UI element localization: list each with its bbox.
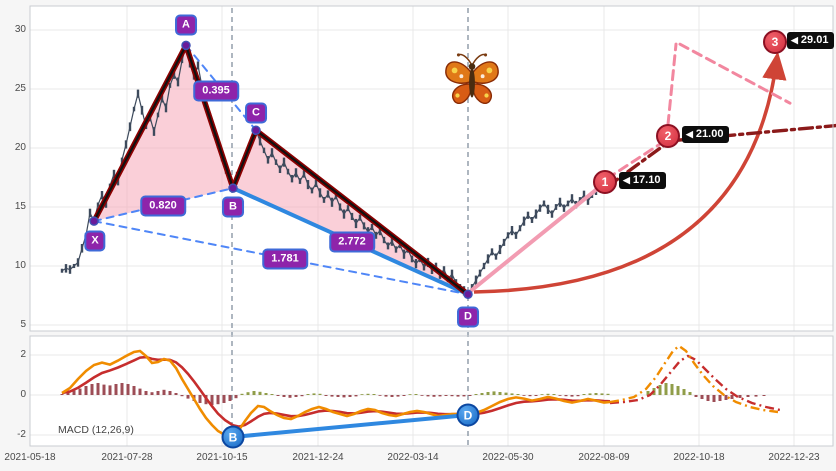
left-arrow-icon: ◀	[686, 129, 693, 139]
x-axis-tick-label: 2022-08-09	[578, 452, 630, 463]
pattern-badge-A[interactable]: A	[175, 14, 197, 36]
target-circle-2[interactable]: 2	[656, 124, 680, 149]
target-circle-1[interactable]: 1	[593, 170, 617, 195]
y-axis-tick-label: 25	[14, 83, 26, 94]
pattern-point-B[interactable]	[228, 183, 238, 193]
macd-projection	[609, 344, 779, 414]
macd-point-B[interactable]: B	[221, 425, 245, 449]
butterfly-icon[interactable]	[443, 50, 501, 114]
macd-y-tick-label: -2	[17, 429, 26, 440]
macd-signal-line	[61, 355, 611, 429]
projection-curve-arrow[interactable]	[473, 51, 787, 294]
projection-line-solid[interactable]	[469, 183, 603, 293]
pattern-leg[interactable]	[254, 129, 470, 296]
macd-divergence-line[interactable]	[231, 413, 470, 439]
y-axis-tick-label: 15	[14, 201, 26, 212]
pattern-leg[interactable]	[92, 44, 188, 223]
pattern-badge-B[interactable]: B	[222, 196, 244, 218]
x-axis-tick-label: 2021-05-18	[4, 452, 56, 463]
macd-indicator-label: MACD (12,26,9)	[58, 424, 134, 436]
price-tag-value: 17.10	[632, 174, 661, 186]
pattern-badge-D[interactable]: D	[457, 306, 479, 328]
x-axis-tick-label: 2022-10-18	[673, 452, 725, 463]
price-tag-17.10[interactable]: ◀ 17.10	[619, 172, 667, 189]
price-tag-value: 21.00	[695, 128, 724, 140]
ratio-label-0.395[interactable]: 0.395	[193, 80, 239, 102]
pattern-point-C[interactable]	[251, 125, 261, 136]
left-arrow-icon: ◀	[791, 35, 798, 45]
macd-panel	[30, 336, 833, 446]
ratio-label-1.781[interactable]: 1.781	[262, 248, 308, 270]
y-axis-tick-label: 20	[14, 142, 26, 153]
ratio-label-0.820[interactable]: 0.820	[140, 195, 186, 217]
macd-y-tick-label: 0	[20, 389, 26, 400]
y-axis-tick-label: 10	[14, 260, 26, 271]
main-panel-border	[29, 5, 834, 332]
x-axis-tick-label: 2022-12-23	[768, 452, 820, 463]
pattern-leg[interactable]	[184, 44, 235, 190]
macd-line	[61, 349, 611, 439]
projection-line-dashed[interactable]	[666, 42, 678, 126]
pattern-point-X[interactable]	[89, 216, 99, 226]
left-arrow-icon: ◀	[623, 175, 630, 185]
pattern-badge-X[interactable]: X	[84, 230, 106, 252]
ratio-label-2.772[interactable]: 2.772	[329, 231, 375, 253]
price-tag-29.01[interactable]: ◀ 29.01	[787, 32, 835, 49]
pattern-badge-C[interactable]: C	[245, 102, 267, 124]
macd-signal-projection	[609, 354, 781, 412]
x-axis-tick-label: 2021-10-15	[196, 452, 248, 463]
macd-y-tick-label: 2	[20, 349, 26, 360]
pattern-point-D[interactable]	[463, 289, 473, 300]
ratio-line-1.781[interactable]	[93, 220, 469, 296]
pattern-leg[interactable]	[231, 129, 258, 190]
target-circle-3[interactable]: 3	[763, 29, 787, 54]
price-tag-value: 29.01	[800, 34, 829, 46]
x-axis-tick-label: 2022-03-14	[387, 452, 439, 463]
macd-panel-border	[29, 335, 834, 447]
projection-line-dashed[interactable]	[678, 42, 792, 105]
x-axis-tick-label: 2021-12-24	[292, 452, 344, 463]
pattern-point-A[interactable]	[181, 40, 191, 51]
projection-line-dashed[interactable]	[605, 140, 665, 181]
y-axis-tick-label: 30	[14, 24, 26, 35]
y-axis-tick-label: 5	[20, 319, 26, 330]
x-axis-tick-label: 2021-07-28	[101, 452, 153, 463]
x-axis-tick-label: 2022-05-30	[482, 452, 534, 463]
price-tag-21.00[interactable]: ◀ 21.00	[682, 126, 730, 143]
macd-point-D[interactable]: D	[456, 403, 480, 427]
